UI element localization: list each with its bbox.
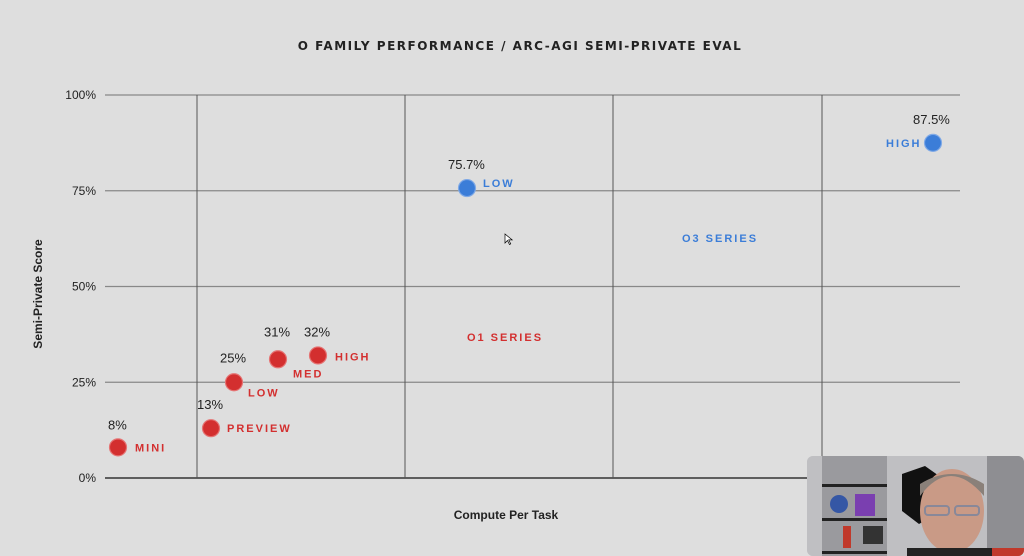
- point-value-label: 32%: [304, 324, 330, 339]
- y-ticks: 0% 25% 50% 75% 100%: [65, 88, 96, 485]
- point-marker: [201, 419, 221, 438]
- point-name-label: PREVIEW: [227, 423, 292, 435]
- y-tick-label: 25%: [72, 375, 96, 389]
- point-name-label: MINI: [135, 442, 166, 454]
- x-axis-label: Compute Per Task: [454, 508, 559, 522]
- y-tick-label: 50%: [72, 280, 96, 294]
- point-name-label: HIGH: [886, 138, 922, 150]
- y-tick-label: 75%: [72, 184, 96, 198]
- data-point-low: 25% LOW: [220, 350, 280, 399]
- point-name-label: LOW: [248, 387, 280, 399]
- point-marker: [108, 438, 128, 457]
- y-tick-label: 0%: [79, 471, 97, 485]
- data-points: 8% MINI 13% PREVIEW 25% LOW 31% MED 32% HIGH 75.7%…: [108, 112, 950, 457]
- point-value-label: 25%: [220, 350, 246, 365]
- point-name-label: MED: [293, 368, 323, 380]
- data-point-med: 31% MED: [264, 324, 323, 380]
- y-tick-label: 100%: [65, 88, 96, 102]
- point-marker: [923, 133, 943, 152]
- data-point-high: 32% HIGH: [304, 324, 371, 365]
- series-label-o1: O1 SERIES: [467, 332, 543, 344]
- point-value-label: 75.7%: [448, 157, 485, 172]
- point-value-label: 87.5%: [913, 112, 950, 127]
- data-point-low: 75.7% LOW: [448, 157, 515, 198]
- point-name-label: HIGH: [335, 351, 371, 363]
- point-name-label: LOW: [483, 178, 515, 190]
- point-value-label: 31%: [264, 324, 290, 339]
- point-value-label: 8%: [108, 417, 127, 432]
- grid: [105, 94, 960, 479]
- data-point-preview: 13% PREVIEW: [197, 397, 292, 438]
- series-label-o3: O3 SERIES: [682, 233, 758, 245]
- point-marker: [268, 350, 288, 369]
- point-value-label: 13%: [197, 397, 223, 412]
- data-point-high: 87.5% HIGH: [886, 112, 950, 152]
- point-marker: [224, 373, 244, 392]
- data-point-mini: 8% MINI: [108, 417, 166, 457]
- mouse-cursor-icon: [504, 233, 514, 245]
- chart-title: O FAMILY PERFORMANCE / ARC-AGI SEMI-PRIV…: [298, 39, 743, 53]
- point-marker: [457, 178, 477, 198]
- presenter-webcam: [807, 456, 1024, 556]
- y-axis-label: Semi-Private Score: [31, 239, 45, 349]
- point-marker: [308, 346, 328, 365]
